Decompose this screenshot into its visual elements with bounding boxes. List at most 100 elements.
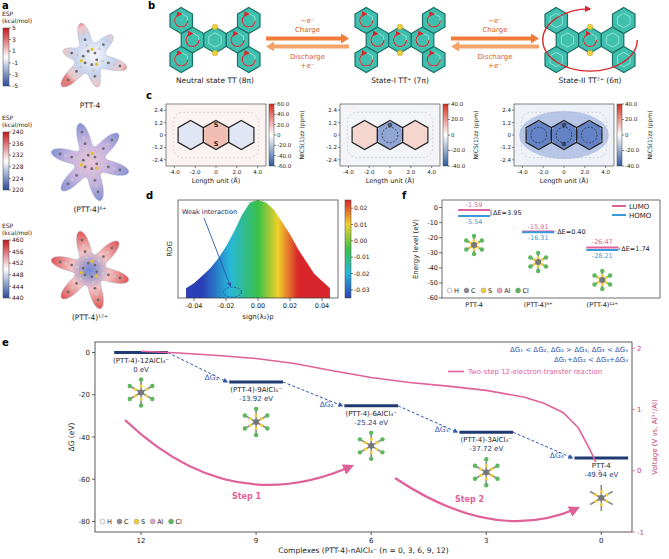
colorbar-tick [351, 208, 353, 209]
colorbar-tick [622, 150, 624, 151]
label-patch [353, 419, 389, 427]
atom-legend-label: C [471, 287, 476, 295]
ring-mesh [243, 52, 255, 66]
atom [71, 178, 74, 181]
molecule [243, 407, 270, 437]
atom-legend-label: Cl [176, 518, 183, 526]
atom [59, 261, 62, 264]
atom [79, 170, 82, 173]
colorbar-tick [351, 289, 353, 290]
colorbar-tick [9, 39, 11, 40]
colorbar-title: NICS(1)zz (ppm) [646, 110, 654, 159]
atom [94, 179, 97, 182]
y-tick-label: 0 [434, 204, 438, 212]
skeleton [229, 120, 254, 149]
x-tick-label: -4.0 [169, 169, 180, 175]
ring [579, 27, 602, 53]
atom-legend-dot [117, 519, 122, 524]
discharge-arrow [451, 42, 539, 52]
x-tick [226, 298, 227, 301]
atom [243, 413, 247, 417]
nics-map [514, 104, 614, 166]
colorbar-tick-label: 444 [12, 283, 24, 290]
atom [87, 50, 90, 53]
colorbar-tick-label: 460 [12, 236, 24, 243]
atom-label: S [214, 140, 219, 148]
atom [84, 166, 87, 169]
y-tick-label: -1.2 [152, 144, 163, 150]
atom [90, 63, 93, 66]
atom [106, 39, 109, 42]
x-tick [369, 166, 370, 168]
y-tick-label: 0 [508, 132, 512, 138]
ring-mesh [606, 33, 618, 47]
charge-arrow [451, 34, 539, 44]
connector [168, 353, 227, 382]
plot-frame [178, 200, 338, 298]
atom [134, 388, 137, 391]
y-tick [512, 122, 514, 123]
atom [536, 251, 540, 255]
data-label: -15.91 [528, 223, 549, 231]
ring-mesh [243, 13, 255, 27]
y-tick-label: -20 [79, 391, 90, 399]
atom [485, 464, 488, 467]
colorbar-tick [9, 190, 11, 191]
atom [92, 173, 95, 176]
label-patch [238, 395, 274, 403]
atom [471, 242, 477, 248]
step-label: Step 2 [455, 495, 484, 504]
atom [138, 390, 144, 396]
ring [238, 8, 261, 34]
atom [601, 274, 604, 277]
atom [249, 417, 252, 420]
ring-mesh [618, 13, 630, 27]
data-label: -28.21 [592, 252, 613, 260]
y-tick-label: 1.2 [502, 120, 511, 126]
colorbar-tick-label: 20.0 [277, 122, 290, 128]
atom [91, 152, 94, 155]
x-tick-label: (PTT-4)⁶⁺ [524, 301, 553, 309]
ring [170, 47, 193, 73]
atom [472, 234, 476, 238]
sulfur [397, 50, 403, 56]
y-tick [512, 135, 514, 136]
step-label: Step 1 [232, 492, 262, 501]
ring-mesh [360, 52, 372, 66]
y-tick [439, 207, 442, 208]
atom [82, 32, 85, 35]
title-line: ESP [2, 222, 14, 229]
colorbar-tick [9, 74, 11, 75]
data-label: -5.54 [466, 218, 483, 226]
panel-letter: c [146, 90, 152, 101]
ring-current [175, 14, 188, 27]
y-tick-label: -80 [79, 518, 90, 526]
atom [480, 238, 484, 242]
atom [368, 443, 374, 449]
atom [95, 162, 98, 165]
atom [608, 273, 612, 277]
atom [90, 167, 93, 170]
y-tick-label: 1.2 [328, 120, 337, 126]
colorbar-tick [622, 104, 624, 105]
colorbar-tick-label: -20.0 [451, 147, 466, 153]
legend-label: Two-step 12-electron-transfer reaction [467, 368, 602, 376]
y2-tick [632, 348, 635, 349]
x-tick [543, 166, 544, 168]
atom [64, 262, 67, 265]
atom [85, 256, 88, 259]
x-tick-label: PTT-4 [465, 301, 483, 309]
molecule-label: (PTT-4)¹²⁺ [72, 313, 108, 322]
atom [107, 62, 110, 65]
atom-legend-dot [447, 288, 452, 293]
y-tick [338, 135, 340, 136]
atom [380, 437, 384, 441]
panel-letter: b [148, 0, 155, 11]
ring-current [584, 34, 597, 47]
x-tick-label: 2.0 [232, 169, 241, 175]
atom-legend-label: H [107, 518, 112, 526]
y-tick [164, 147, 166, 148]
x-tick [486, 532, 487, 535]
atom-legend-dot [516, 288, 521, 293]
label-patch [132, 366, 150, 374]
